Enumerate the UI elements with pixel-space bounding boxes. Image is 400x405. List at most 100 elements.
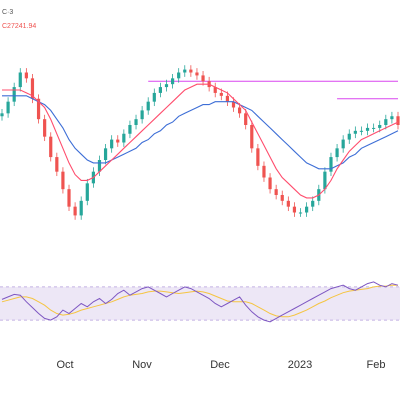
candle [256,143,260,171]
candle-body [201,75,205,82]
candle-body [231,101,236,108]
candle-body [146,101,150,111]
candle [6,97,10,118]
candle [390,111,394,124]
candle-body [122,133,126,143]
candle-body [97,160,102,172]
candle [347,129,351,144]
candle-body [0,113,4,117]
candle [0,108,4,121]
candle [262,161,266,182]
candle-body [329,157,333,172]
candle [85,178,89,206]
candle-body [170,78,175,85]
candle [97,155,102,177]
candle-body [274,189,278,195]
candle [329,152,333,177]
candle-body [128,125,132,134]
candle-body [158,87,162,93]
candle-body [280,195,284,201]
candle-body [365,127,370,131]
candle [128,120,132,139]
candle-body [12,87,16,102]
candle [305,202,309,217]
moving-average-slow-line [2,95,399,170]
candle [24,68,28,83]
rsi-signal-line [1,284,398,318]
x-tick-label: 2023 [288,359,312,371]
candle [67,184,71,212]
candle-body [73,206,77,216]
chart-header: C·3 C27241.94 [2,9,36,30]
candle [110,135,114,153]
candle [73,202,77,220]
candle [177,68,181,83]
candle [250,120,254,153]
candle-body [225,95,230,102]
candle [164,79,169,92]
candle-body [311,200,315,207]
candle-body [378,125,382,128]
candle-body [347,133,351,140]
candle [170,73,175,89]
candle [335,143,339,162]
candle-body [36,98,41,120]
candle [341,135,345,153]
candle [286,196,290,212]
candle [225,91,230,107]
candle-body [262,165,266,178]
candle [292,202,297,217]
candle [365,123,370,136]
candle-body [195,72,199,76]
candle-body [164,84,169,88]
candle-body [390,116,394,120]
candle-body [189,69,193,73]
candle-body [292,206,297,213]
candle-body [396,116,400,125]
candle [268,173,272,194]
candle-body [359,130,364,132]
candle [61,167,65,194]
candle [103,143,108,165]
candle-body [183,69,187,73]
candle [189,65,193,77]
candle [116,135,120,147]
candle [372,123,376,133]
candle-body [244,113,248,125]
candle [195,68,199,80]
candle-body [341,139,345,149]
candle [298,208,303,217]
x-tick-label: Feb [367,359,386,371]
candle-body [55,157,59,172]
candle-body [353,130,357,134]
candle-body [177,72,181,79]
candle [79,196,83,220]
candle [280,190,284,206]
candle-body [298,212,303,214]
candle-body [372,127,376,129]
candle-body [335,148,339,158]
candle [311,196,315,212]
candle [384,114,388,130]
rsi-pane [0,281,400,323]
candle-body [79,200,83,216]
candle-body [152,92,156,102]
candle-body [268,177,272,190]
candle [43,114,47,142]
candle-body [323,171,327,190]
candle-body [250,125,254,149]
candle [353,126,357,139]
candle [55,152,59,177]
symbol-fragment: C·3 [2,9,13,16]
candle [158,82,162,98]
candle-body [305,206,309,213]
candle-body [85,183,89,201]
x-tick-label: Oct [56,359,73,371]
candle-body [134,119,138,125]
rsi-line [1,281,399,323]
candle [140,106,144,124]
candle-body [116,139,120,143]
x-tick-label: Dec [210,359,230,371]
candle [18,68,22,92]
